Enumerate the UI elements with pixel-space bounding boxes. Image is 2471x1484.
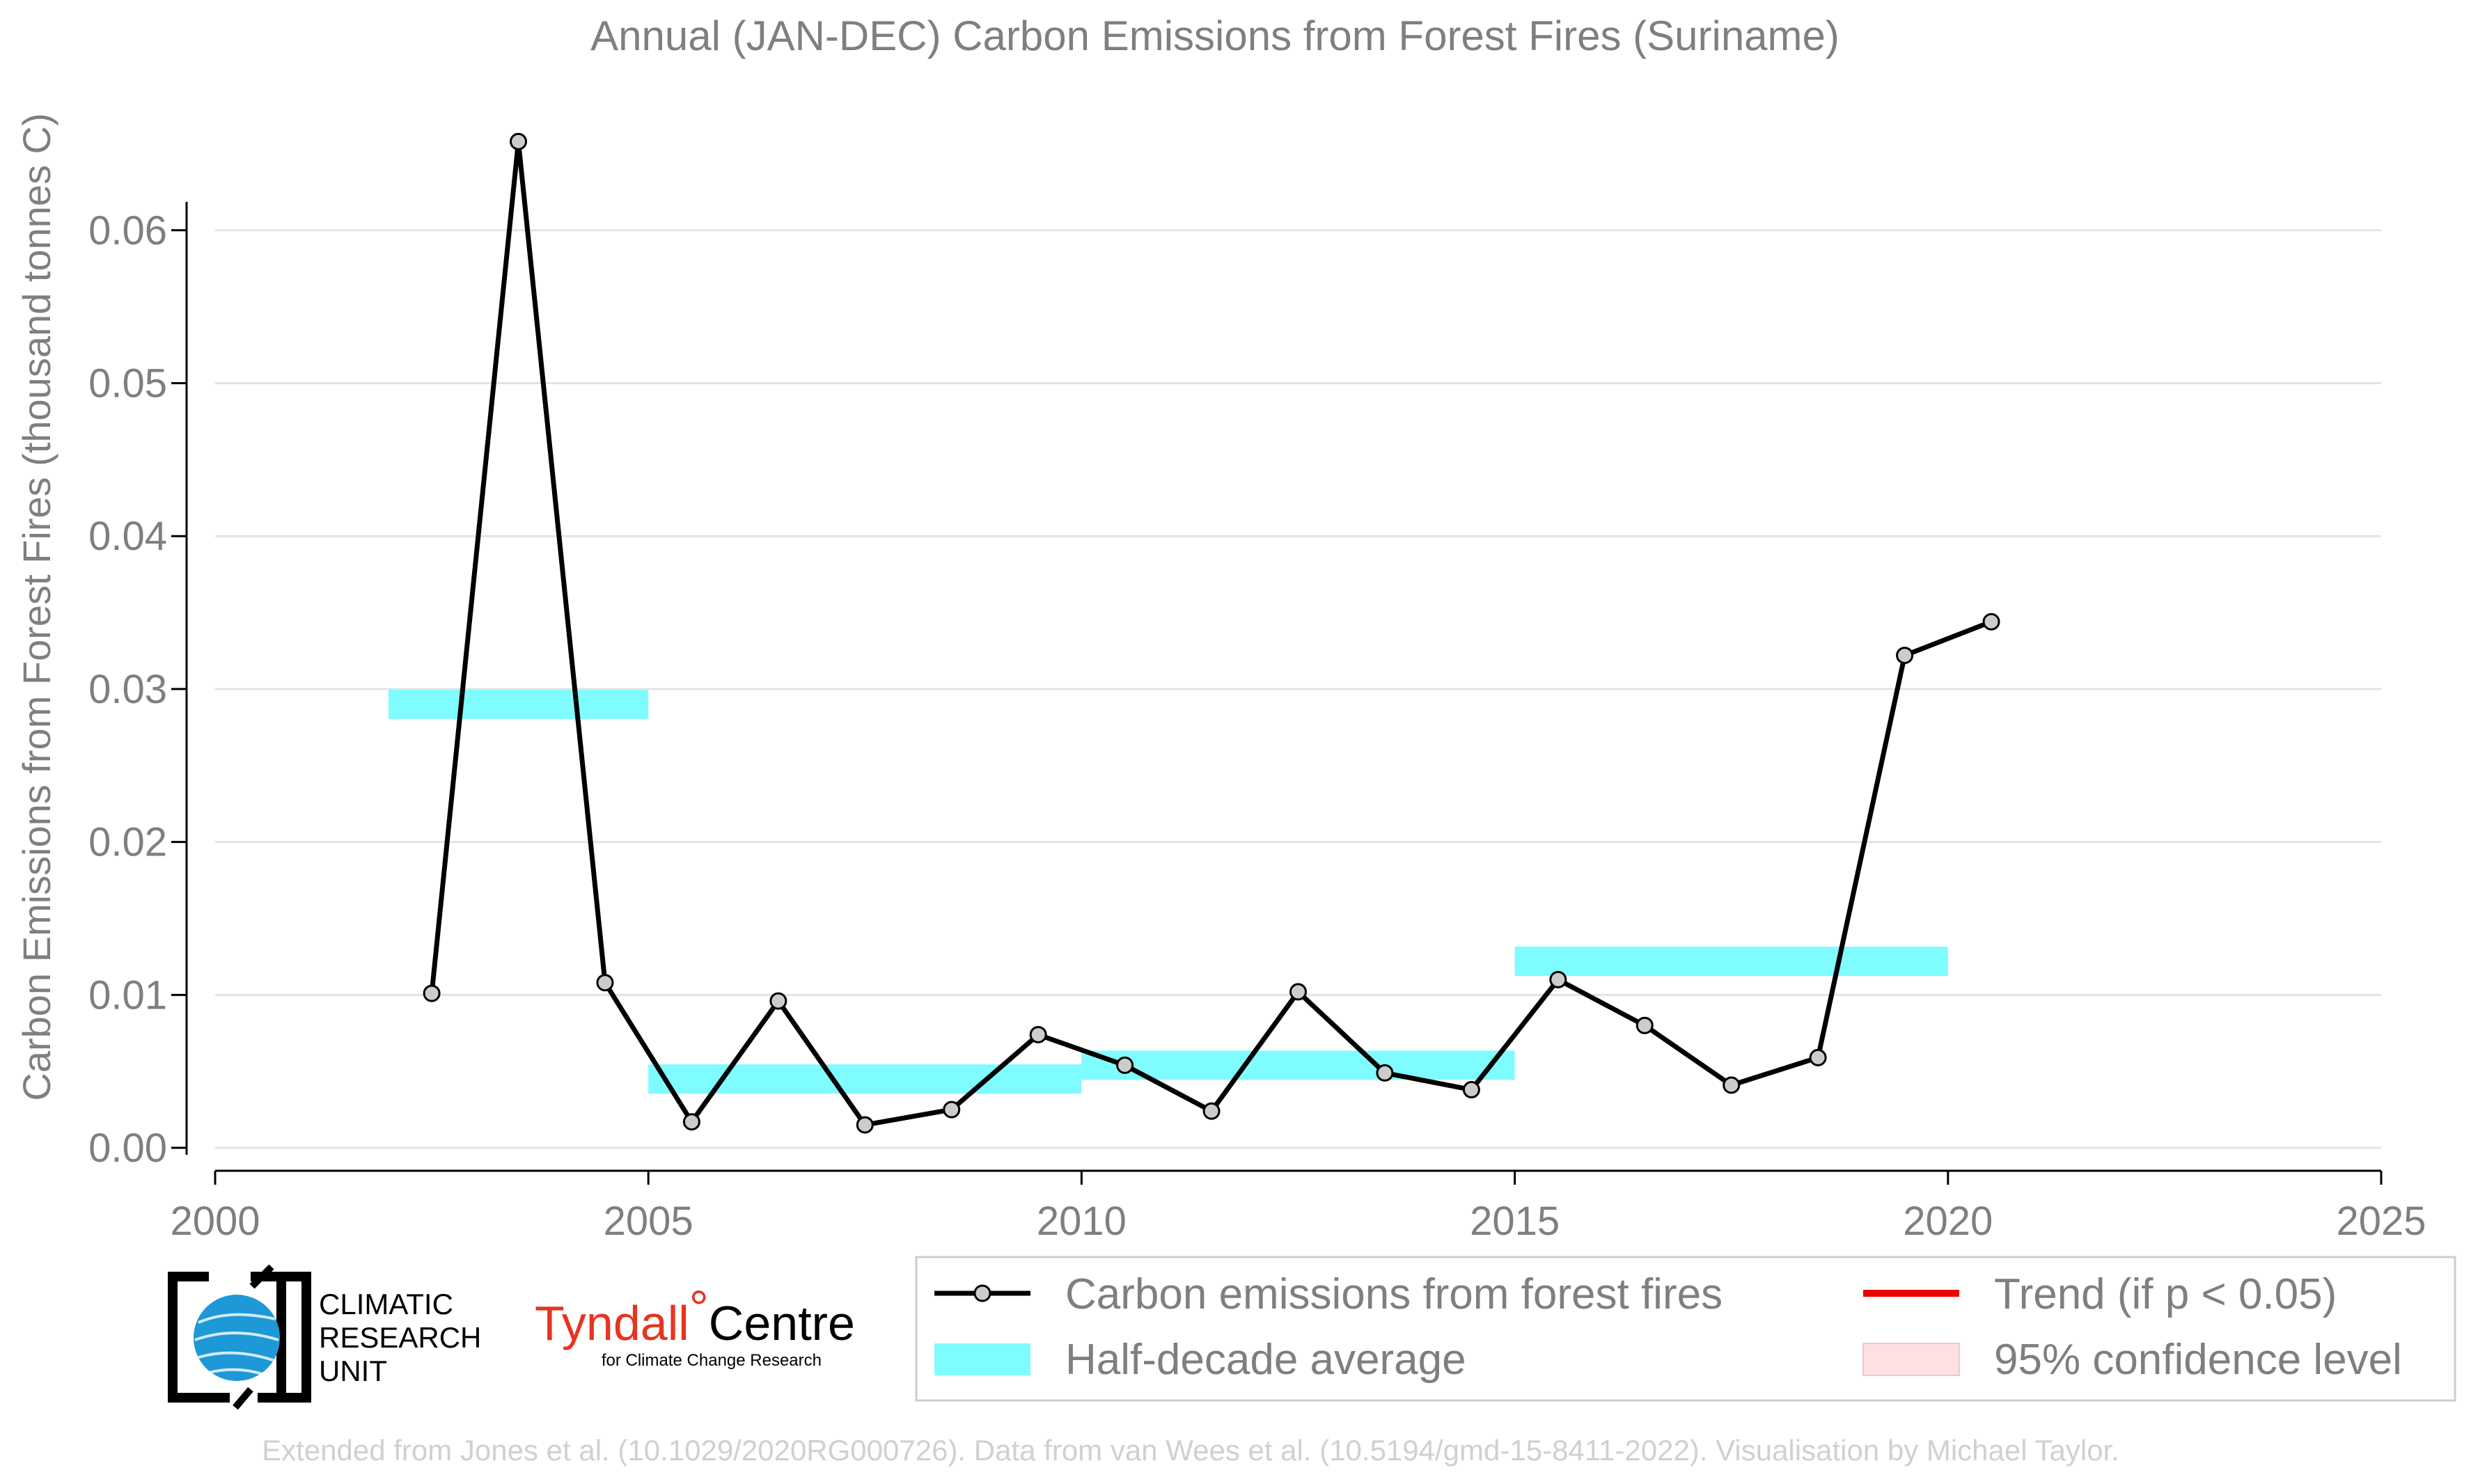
cru-line-2: RESEARCH	[319, 1321, 481, 1354]
emissions-point	[682, 1113, 700, 1131]
y-tick-label: 0.01	[88, 972, 167, 1018]
half-decade-bands	[388, 689, 1948, 1094]
emissions-point	[1809, 1048, 1827, 1066]
y-tick-label: 0.00	[88, 1126, 167, 1171]
legend-box	[915, 1256, 2456, 1402]
emissions-line	[429, 139, 1993, 1128]
emissions-point	[1202, 1102, 1221, 1120]
x-tick-label: 2000	[170, 1199, 260, 1244]
emissions-point	[943, 1100, 961, 1119]
emissions-point	[769, 992, 787, 1010]
y-tick-label: 0.06	[88, 208, 167, 253]
source-footer: Extended from Jones et al. (10.1029/2020…	[262, 1434, 2119, 1467]
x-tick-label: 2015	[1470, 1199, 1560, 1244]
emissions-point	[423, 984, 441, 1002]
emissions-point	[1029, 1025, 1047, 1043]
legend-label-half-decade: Half-decade average	[1065, 1336, 1466, 1384]
tyndall-wordmark: Tyndall°Centre	[535, 1281, 855, 1350]
tick-labels: 0.00 0.01 0.02 0.03 0.04 0.05 0.06 2000 2005 2010…	[88, 208, 2426, 1244]
emissions-point	[1462, 1081, 1480, 1099]
cru-line-1: CLIMATIC	[319, 1288, 453, 1320]
x-tick-label: 2025	[2336, 1199, 2426, 1244]
emissions-point	[1896, 647, 1914, 665]
axes	[171, 202, 2383, 1185]
legend-swatch-half-decade	[934, 1343, 1030, 1375]
y-axis-label: Carbon Emissions from Forest Fires (thou…	[15, 113, 58, 1100]
emissions-point	[1982, 613, 2000, 631]
half-decade-band	[1081, 1050, 1515, 1080]
y-tick-label: 0.04	[88, 514, 167, 559]
data-series	[423, 132, 2000, 1134]
chart-title: Annual (JAN-DEC) Carbon Emissions from F…	[590, 13, 1839, 59]
tyndall-subtitle: for Climate Change Research	[602, 1351, 822, 1370]
legend: Carbon emissions from forest fires Trend…	[915, 1256, 2456, 1402]
emissions-point	[856, 1116, 874, 1134]
y-tick-label: 0.03	[88, 667, 167, 712]
emissions-point	[596, 974, 614, 992]
cru-line-3: UNIT	[319, 1355, 387, 1387]
half-decade-band	[388, 689, 649, 719]
x-tick-label: 2005	[604, 1199, 693, 1244]
emissions-point	[1635, 1016, 1654, 1034]
half-decade-band	[1514, 946, 1948, 976]
emissions-point	[510, 132, 528, 150]
y-tick-label: 0.02	[88, 820, 167, 865]
legend-label-emissions: Carbon emissions from forest fires	[1065, 1270, 1723, 1318]
emissions-point	[1376, 1064, 1394, 1082]
emissions-point	[1723, 1076, 1741, 1094]
x-tick-label: 2020	[1903, 1199, 1993, 1244]
legend-label-confidence: 95% confidence level	[1994, 1336, 2402, 1384]
emissions-point	[1116, 1056, 1134, 1074]
y-tick-label: 0.05	[88, 361, 167, 406]
x-tick-label: 2010	[1037, 1199, 1127, 1244]
tyndall-logo: Tyndall°Centre for Climate Change Resear…	[535, 1281, 855, 1370]
emissions-point	[1549, 970, 1567, 988]
legend-swatch-confidence	[1862, 1343, 1960, 1376]
emissions-point	[1289, 983, 1307, 1001]
cru-logo: CLIMATIC RESEARCH UNIT	[168, 1264, 481, 1410]
legend-label-trend: Trend (if p < 0.05)	[1994, 1270, 2337, 1318]
